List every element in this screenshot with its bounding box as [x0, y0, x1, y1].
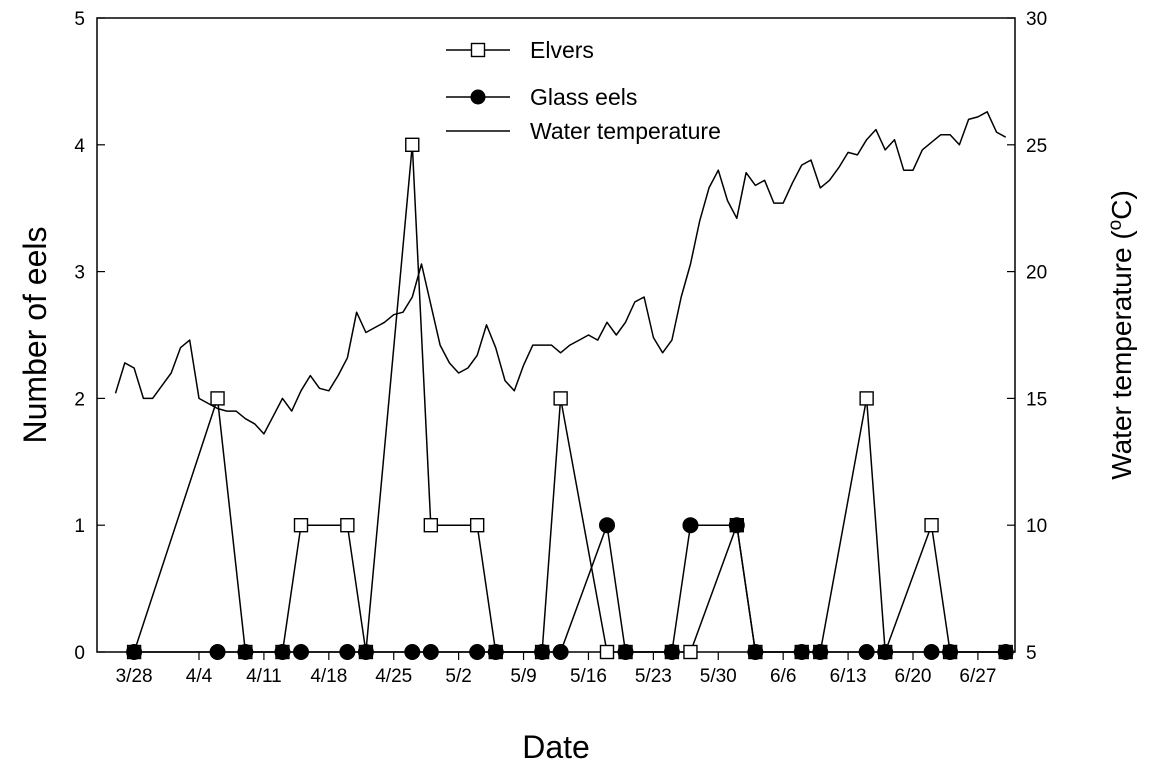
- y2-tick-label: 10: [1026, 516, 1047, 537]
- legend-label: Glass eels: [530, 84, 637, 110]
- glass-eels-point: [858, 644, 875, 660]
- elvers-point: [469, 518, 485, 533]
- x-tick-label: 4/25: [375, 666, 412, 687]
- elvers-point: [683, 644, 698, 660]
- glass-eels-point: [942, 644, 959, 660]
- axis-layer: 0 1 2 3 4 5 5 10 15 20 25 30 3/28 4/4 4/11 4/18 4/25 5/2 5…: [74, 9, 1047, 687]
- water-temperature-line: [114, 111, 1007, 435]
- glass-eels-point: [469, 644, 486, 660]
- y-tick-label: 1: [74, 516, 85, 537]
- elvers-point: [599, 644, 615, 660]
- y2-tick-label: 15: [1026, 389, 1047, 410]
- glass-eels-point: [663, 644, 680, 660]
- x-tick-label: 5/16: [570, 666, 607, 687]
- x-tick-label: 4/18: [310, 666, 347, 687]
- elvers-point: [238, 644, 253, 660]
- legend: Elvers Glass eels Water temperature: [446, 37, 721, 144]
- glass-eels-point: [728, 517, 745, 534]
- elvers-point: [358, 644, 374, 660]
- glass-eels-point: [237, 644, 254, 660]
- glass-eels-point: [923, 644, 940, 660]
- y2-axis-title-end: C): [1106, 190, 1137, 220]
- x-tick-label: 3/28: [116, 666, 153, 687]
- temperature-layer: [114, 111, 1007, 435]
- glass-eels-point: [357, 644, 374, 660]
- elvers-point: [942, 644, 958, 660]
- glass-eels-point: [747, 644, 764, 660]
- elvers-line: [133, 144, 1006, 653]
- y-tick-label: 4: [74, 136, 85, 157]
- x-tick-label: 4/4: [186, 666, 213, 687]
- elvers-point: [553, 391, 568, 406]
- elvers-point: [664, 644, 680, 660]
- glass-eels-point: [682, 517, 699, 534]
- y2-tick-label: 30: [1026, 9, 1047, 30]
- elvers-point: [618, 644, 633, 660]
- x-tick-label: 5/2: [445, 666, 471, 687]
- glass-eels-point: [404, 644, 421, 660]
- y2-tick-label: 20: [1026, 263, 1047, 284]
- glass-eels-point: [487, 644, 504, 660]
- glass-eels-point: [552, 644, 569, 660]
- glass-eels-point: [209, 644, 226, 660]
- glass-eels-point: [274, 644, 291, 660]
- elvers-point: [405, 137, 420, 153]
- glass-eels-point: [793, 644, 810, 660]
- elvers-point: [210, 391, 225, 406]
- series-markers-layer: [126, 137, 1014, 660]
- elvers-point: [423, 518, 439, 533]
- elvers-point: [729, 518, 745, 533]
- y-tick-label: 5: [74, 9, 85, 30]
- elvers-point: [534, 644, 550, 660]
- glass-eels-line: [134, 524, 1006, 653]
- elvers-point: [748, 644, 763, 660]
- x-tick-label: 5/30: [700, 666, 737, 687]
- x-tick-label: 6/6: [770, 666, 796, 687]
- glass-eels-point: [422, 644, 439, 660]
- y2-axis-title-main: Water temperature (: [1106, 230, 1137, 480]
- elvers-point: [488, 644, 503, 660]
- legend-label: Elvers: [530, 37, 594, 63]
- glass-eels-point: [534, 644, 551, 660]
- elvers-point: [877, 644, 893, 660]
- x-tick-label: 6/13: [830, 666, 867, 687]
- elvers-point: [859, 391, 874, 406]
- x-axis-title: Date: [522, 729, 590, 765]
- elvers-point: [924, 518, 939, 533]
- elvers-point: [275, 644, 290, 660]
- y2-axis-title-sup: o: [1105, 220, 1126, 231]
- elvers-point: [340, 518, 355, 533]
- elvers-point: [293, 518, 309, 533]
- x-tick-label: 6/27: [959, 666, 996, 687]
- y2-axis-title: Water temperature (oC): [1105, 190, 1137, 480]
- y-tick-label: 3: [74, 263, 85, 284]
- legend-square-symbol: [470, 42, 486, 58]
- y2-tick-label: 5: [1026, 643, 1037, 664]
- legend-circle-symbol: [470, 89, 486, 105]
- x-tick-label: 5/23: [635, 666, 672, 687]
- glass-eels-point: [293, 644, 309, 660]
- glass-eels-point: [617, 644, 634, 660]
- elvers-point: [813, 644, 828, 660]
- y-axis-title: Number of eels: [17, 227, 53, 444]
- x-tick-label: 5/9: [510, 666, 536, 687]
- y-tick-label: 0: [74, 643, 85, 664]
- elvers-point: [794, 644, 809, 660]
- y-tick-label: 2: [74, 389, 85, 410]
- x-tick-label: 4/11: [246, 666, 282, 687]
- series-lines-layer: [133, 144, 1006, 653]
- glass-eels-point: [812, 644, 829, 660]
- glass-eels-point: [339, 644, 356, 660]
- y2-tick-label: 25: [1026, 136, 1047, 157]
- legend-label: Water temperature: [530, 118, 721, 144]
- x-tick-label: 6/20: [895, 666, 932, 687]
- glass-eels-point: [599, 517, 615, 534]
- glass-eels-point: [877, 644, 894, 660]
